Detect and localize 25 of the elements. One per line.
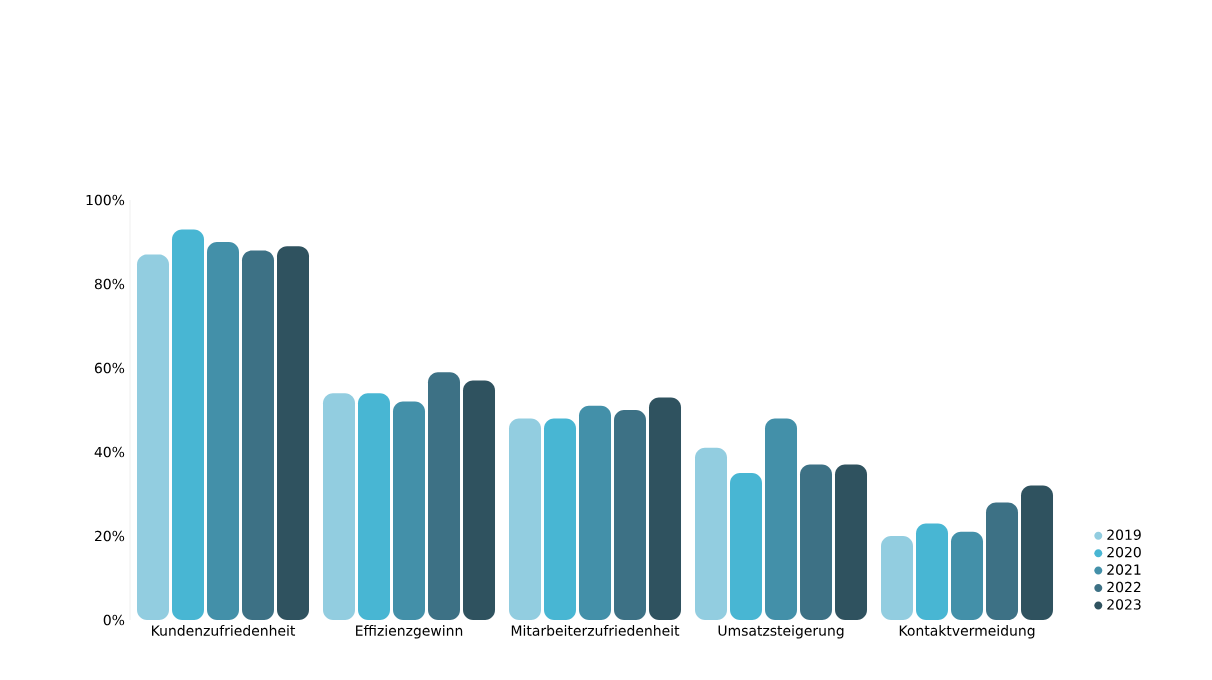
bar	[207, 242, 239, 620]
bar	[881, 536, 914, 620]
bar	[730, 473, 763, 620]
bar	[835, 464, 868, 620]
bar	[916, 523, 949, 620]
bar	[695, 447, 728, 620]
bar	[137, 254, 169, 620]
bar	[428, 372, 461, 620]
bar	[544, 418, 577, 620]
bar	[1021, 485, 1054, 620]
bar	[509, 418, 542, 620]
bar	[649, 397, 682, 620]
bar	[277, 246, 309, 620]
bar	[765, 418, 798, 620]
bar	[579, 405, 612, 620]
bar	[358, 393, 390, 620]
bar	[986, 502, 1019, 620]
bar	[614, 410, 647, 620]
bar	[800, 464, 833, 620]
bar	[393, 401, 425, 620]
bar	[323, 393, 355, 620]
bar	[242, 250, 274, 620]
bar	[172, 229, 204, 620]
bar	[951, 531, 984, 620]
bar	[463, 380, 496, 620]
